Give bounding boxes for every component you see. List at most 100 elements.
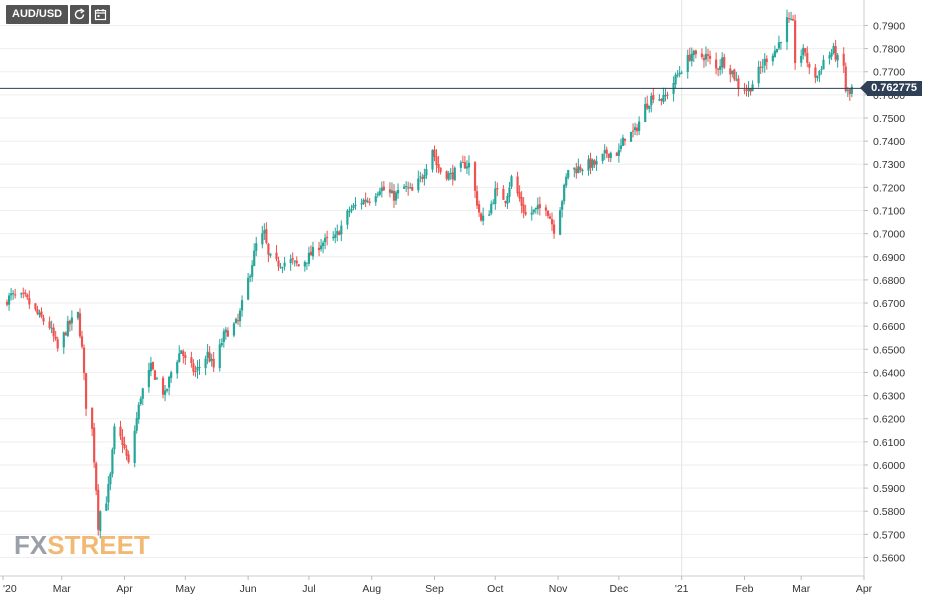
candle-body	[66, 321, 69, 336]
candle-body	[334, 234, 337, 238]
candle-body	[340, 225, 343, 235]
x-tick-label: Dec	[610, 583, 629, 595]
candle-body	[548, 216, 552, 219]
candle-body	[648, 105, 651, 110]
candle-body	[38, 312, 41, 315]
candle-body	[706, 54, 710, 56]
candle-body	[609, 152, 612, 159]
symbol-label[interactable]: AUD/USD	[6, 5, 69, 24]
candle-body	[178, 353, 181, 363]
candle-body	[463, 162, 467, 169]
candle-body	[82, 347, 86, 374]
candle-body	[504, 201, 507, 203]
candle-body	[700, 53, 704, 57]
candle-body	[638, 121, 641, 132]
y-tick-label: 0.6900	[873, 252, 905, 264]
candle-body	[550, 219, 554, 225]
x-tick-label: Mar	[792, 583, 811, 595]
candle-body	[293, 260, 296, 262]
candle-body	[791, 19, 795, 21]
candle-body	[107, 484, 110, 503]
candle-body	[123, 443, 126, 449]
candle-body	[565, 176, 568, 186]
candle-body	[704, 53, 708, 60]
candle-body	[232, 323, 236, 336]
candle-body	[48, 321, 51, 328]
candle-body	[180, 350, 183, 354]
candle-body	[723, 56, 726, 68]
candle-body	[437, 164, 440, 169]
x-tick-label: Oct	[487, 583, 503, 595]
candle-body	[522, 204, 525, 213]
candle-body	[149, 363, 152, 372]
candle-body	[222, 331, 225, 343]
candle-body	[806, 52, 809, 63]
candle-body	[719, 66, 722, 70]
candle-body	[737, 78, 740, 89]
candle-body	[139, 398, 142, 404]
candle-body	[715, 59, 718, 69]
candle-body	[224, 329, 227, 333]
candle-body	[277, 260, 280, 267]
candle-body	[403, 186, 406, 189]
candle-body	[326, 236, 329, 238]
candle-body	[532, 209, 535, 213]
calendar-icon[interactable]	[91, 5, 111, 24]
y-tick-label: 0.6400	[873, 367, 905, 379]
watermark-street: STREET	[47, 530, 150, 560]
candle-body	[765, 58, 768, 63]
candle-body	[275, 252, 278, 260]
refresh-icon[interactable]	[70, 5, 90, 24]
candle-body	[660, 98, 663, 101]
candle-body	[520, 197, 523, 206]
candle-body	[378, 191, 381, 195]
x-tick-label: '20	[3, 583, 17, 595]
candle-body	[775, 49, 778, 52]
candle-body	[421, 177, 424, 179]
candle-body	[360, 203, 363, 205]
chart-toolbar: AUD/USD	[6, 5, 111, 24]
candle-body	[206, 351, 209, 358]
candle-body	[686, 55, 689, 73]
candle-body	[773, 50, 776, 58]
candle-body	[36, 309, 39, 314]
candle-body	[473, 162, 477, 191]
candle-body	[607, 153, 610, 158]
candle-body	[20, 293, 23, 295]
candle-body	[477, 204, 481, 213]
candle-body	[538, 204, 541, 209]
candle-body	[559, 210, 562, 235]
candle-body	[524, 212, 527, 215]
candle-body	[475, 191, 479, 206]
y-tick-label: 0.6100	[873, 437, 905, 449]
x-tick-label: Jul	[302, 583, 315, 595]
candle-body	[745, 89, 748, 91]
candle-body	[449, 173, 452, 175]
candle-body	[263, 230, 266, 234]
y-tick-label: 0.6200	[873, 414, 905, 426]
candle-body	[111, 449, 114, 475]
candle-body	[603, 150, 606, 154]
candle-body	[664, 94, 667, 97]
candle-body	[10, 293, 13, 296]
candle-body	[151, 361, 155, 370]
candle-body	[376, 193, 379, 196]
candle-body	[113, 426, 116, 450]
candle-body	[269, 253, 272, 256]
candle-body	[12, 293, 15, 295]
x-tick-label: Aug	[362, 583, 381, 595]
candle-body	[593, 160, 596, 165]
candle-body	[382, 186, 385, 191]
candle-body	[536, 205, 539, 210]
candle-body	[461, 161, 464, 163]
candle-body	[234, 318, 238, 323]
candle-body	[690, 53, 693, 62]
candle-body	[530, 212, 533, 215]
candle-body	[176, 361, 179, 374]
candle-body	[303, 261, 306, 267]
candle-body	[751, 84, 754, 92]
candle-body	[850, 86, 853, 94]
candle-body	[496, 188, 499, 190]
candle-body	[575, 168, 578, 174]
